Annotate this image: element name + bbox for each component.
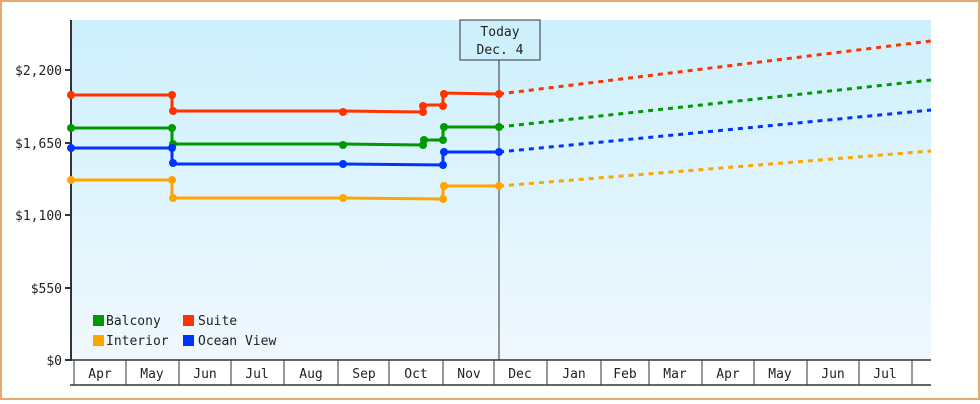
x-month-label: Jan [562, 367, 585, 382]
x-month-label: Jul [873, 367, 896, 382]
y-ticks: $2,200 $1,650 $1,100 $550 $0 [15, 64, 71, 369]
x-month-label: Sep [352, 367, 376, 382]
x-month-label: Feb [613, 367, 637, 382]
legend-label: Suite [198, 314, 237, 329]
legend-label: Interior [106, 334, 169, 349]
series-interior [67, 149, 932, 203]
x-month-label: May [768, 367, 792, 382]
y-tick-label: $550 [31, 282, 62, 297]
x-month-label: May [140, 367, 164, 382]
legend-swatch-ocean-view [183, 335, 194, 346]
legend-label: Ocean View [198, 334, 276, 349]
x-month-label: Apr [716, 367, 740, 382]
series-ocean-view [67, 108, 932, 169]
x-month-label: Oct [404, 367, 427, 382]
x-month-label: Dec [508, 367, 531, 382]
x-month-label: Mar [663, 367, 687, 382]
x-axis: Apr May Jun Jul Aug Sep Oct Nov Dec Jan … [70, 359, 931, 386]
legend-swatch-balcony [93, 315, 104, 326]
y-tick-label: $0 [46, 354, 62, 369]
y-tick-label: $1,650 [15, 137, 62, 152]
series-suite [67, 39, 932, 116]
y-tick-label: $2,200 [15, 64, 62, 79]
legend-label: Balcony [106, 314, 161, 329]
x-month-label: Jun [193, 367, 216, 382]
today-date: Dec. 4 [477, 43, 524, 58]
y-tick-label: $1,100 [15, 209, 62, 224]
x-month-label: Jun [821, 367, 844, 382]
today-label: Today [480, 25, 519, 40]
legend-swatch-interior [93, 335, 104, 346]
x-month-label: Jul [245, 367, 268, 382]
x-month-label: Aug [299, 367, 322, 382]
today-marker: Today Dec. 4 [459, 19, 541, 360]
legend: Balcony Suite Interior Ocean View [93, 314, 276, 349]
plot-area [71, 20, 931, 360]
x-month-label: Nov [457, 367, 481, 382]
legend-swatch-suite [183, 315, 194, 326]
x-month-label: Apr [88, 367, 112, 382]
